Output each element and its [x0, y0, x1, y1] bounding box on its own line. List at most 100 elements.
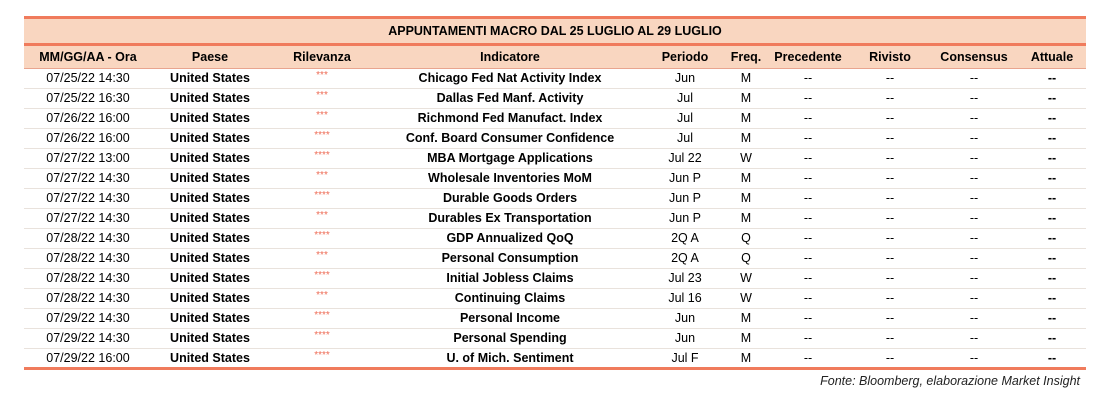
- cell-previous: --: [766, 288, 850, 309]
- cell-consensus: --: [930, 148, 1018, 169]
- macro-table: MM/GG/AA - Ora Paese Rilevanza Indicatore Pe…: [24, 46, 1086, 370]
- cell-actual: --: [1018, 168, 1086, 189]
- cell-previous: --: [766, 68, 850, 89]
- cell-indicator: MBA Mortgage Applications: [376, 148, 644, 169]
- cell-consensus: --: [930, 68, 1018, 89]
- cell-indicator: Dallas Fed Manf. Activity: [376, 88, 644, 109]
- cell-revised: --: [850, 348, 930, 370]
- cell-relevance: ***: [268, 108, 376, 129]
- cell-country: United States: [152, 188, 268, 209]
- cell-relevance: ****: [268, 228, 376, 249]
- table-row: 07/27/22 13:00 United States **** MBA Mortg…: [24, 148, 1086, 169]
- cell-consensus: --: [930, 88, 1018, 109]
- table-title: APPUNTAMENTI MACRO DAL 25 LUGLIO AL 29 L…: [24, 16, 1086, 46]
- cell-actual: --: [1018, 248, 1086, 269]
- cell-freq: M: [726, 308, 766, 329]
- cell-relevance: ***: [268, 288, 376, 309]
- cell-consensus: --: [930, 248, 1018, 269]
- col-freq-header: Freq.: [726, 46, 766, 69]
- cell-indicator: Personal Spending: [376, 328, 644, 349]
- cell-previous: --: [766, 248, 850, 269]
- cell-actual: --: [1018, 148, 1086, 169]
- cell-revised: --: [850, 88, 930, 109]
- source-note: Fonte: Bloomberg, elaborazione Market In…: [820, 373, 1080, 388]
- cell-revised: --: [850, 208, 930, 229]
- cell-period: Jun: [644, 308, 726, 329]
- cell-indicator: Continuing Claims: [376, 288, 644, 309]
- cell-datetime: 07/27/22 14:30: [24, 168, 152, 189]
- cell-indicator: Durables Ex Transportation: [376, 208, 644, 229]
- cell-period: Jul: [644, 108, 726, 129]
- table-row: 07/28/22 14:30 United States *** Continuing…: [24, 288, 1086, 309]
- cell-datetime: 07/29/22 16:00: [24, 348, 152, 370]
- cell-indicator: Durable Goods Orders: [376, 188, 644, 209]
- cell-period: Jul: [644, 88, 726, 109]
- cell-datetime: 07/28/22 14:30: [24, 288, 152, 309]
- table-row: 07/28/22 14:30 United States *** Personal C…: [24, 248, 1086, 269]
- cell-freq: W: [726, 268, 766, 289]
- table-row: 07/29/22 14:30 United States **** Personal …: [24, 308, 1086, 329]
- cell-revised: --: [850, 288, 930, 309]
- cell-previous: --: [766, 208, 850, 229]
- cell-consensus: --: [930, 188, 1018, 209]
- table-row: 07/28/22 14:30 United States **** Initial J…: [24, 268, 1086, 289]
- cell-country: United States: [152, 328, 268, 349]
- col-previous-header: Precedente: [766, 46, 850, 69]
- cell-period: Jun: [644, 328, 726, 349]
- cell-country: United States: [152, 208, 268, 229]
- table-row: 07/29/22 14:30 United States **** Personal …: [24, 328, 1086, 349]
- cell-freq: M: [726, 348, 766, 370]
- cell-freq: M: [726, 108, 766, 129]
- cell-freq: M: [726, 168, 766, 189]
- cell-previous: --: [766, 168, 850, 189]
- cell-period: Jul F: [644, 348, 726, 370]
- col-indicator-header: Indicatore: [376, 46, 644, 69]
- cell-relevance: ***: [268, 208, 376, 229]
- cell-datetime: 07/27/22 14:30: [24, 208, 152, 229]
- cell-country: United States: [152, 88, 268, 109]
- cell-actual: --: [1018, 228, 1086, 249]
- cell-revised: --: [850, 148, 930, 169]
- col-consensus-header: Consensus: [930, 46, 1018, 69]
- cell-period: Jun: [644, 68, 726, 89]
- cell-revised: --: [850, 328, 930, 349]
- cell-revised: --: [850, 68, 930, 89]
- cell-actual: --: [1018, 188, 1086, 209]
- cell-freq: M: [726, 128, 766, 149]
- cell-country: United States: [152, 68, 268, 89]
- cell-previous: --: [766, 268, 850, 289]
- cell-indicator: Personal Income: [376, 308, 644, 329]
- cell-relevance: ****: [268, 148, 376, 169]
- cell-previous: --: [766, 88, 850, 109]
- table-row: 07/27/22 14:30 United States **** Durable G…: [24, 188, 1086, 209]
- cell-consensus: --: [930, 168, 1018, 189]
- cell-indicator: U. of Mich. Sentiment: [376, 348, 644, 370]
- col-period-header: Periodo: [644, 46, 726, 69]
- cell-relevance: ***: [268, 168, 376, 189]
- cell-datetime: 07/25/22 14:30: [24, 68, 152, 89]
- cell-datetime: 07/26/22 16:00: [24, 108, 152, 129]
- table-row: 07/27/22 14:30 United States *** Wholesale …: [24, 168, 1086, 189]
- macro-calendar: APPUNTAMENTI MACRO DAL 25 LUGLIO AL 29 L…: [24, 16, 1086, 388]
- cell-consensus: --: [930, 228, 1018, 249]
- cell-relevance: ***: [268, 248, 376, 269]
- cell-country: United States: [152, 148, 268, 169]
- cell-datetime: 07/28/22 14:30: [24, 228, 152, 249]
- col-country-header: Paese: [152, 46, 268, 69]
- cell-relevance: ***: [268, 68, 376, 89]
- cell-country: United States: [152, 108, 268, 129]
- cell-relevance: ***: [268, 88, 376, 109]
- cell-consensus: --: [930, 208, 1018, 229]
- cell-revised: --: [850, 128, 930, 149]
- cell-datetime: 07/27/22 14:30: [24, 188, 152, 209]
- col-revised-header: Rivisto: [850, 46, 930, 69]
- table-row: 07/27/22 14:30 United States *** Durables E…: [24, 208, 1086, 229]
- cell-datetime: 07/25/22 16:30: [24, 88, 152, 109]
- cell-indicator: Personal Consumption: [376, 248, 644, 269]
- cell-indicator: Wholesale Inventories MoM: [376, 168, 644, 189]
- cell-previous: --: [766, 188, 850, 209]
- cell-consensus: --: [930, 268, 1018, 289]
- cell-datetime: 07/28/22 14:30: [24, 268, 152, 289]
- cell-actual: --: [1018, 288, 1086, 309]
- cell-freq: W: [726, 148, 766, 169]
